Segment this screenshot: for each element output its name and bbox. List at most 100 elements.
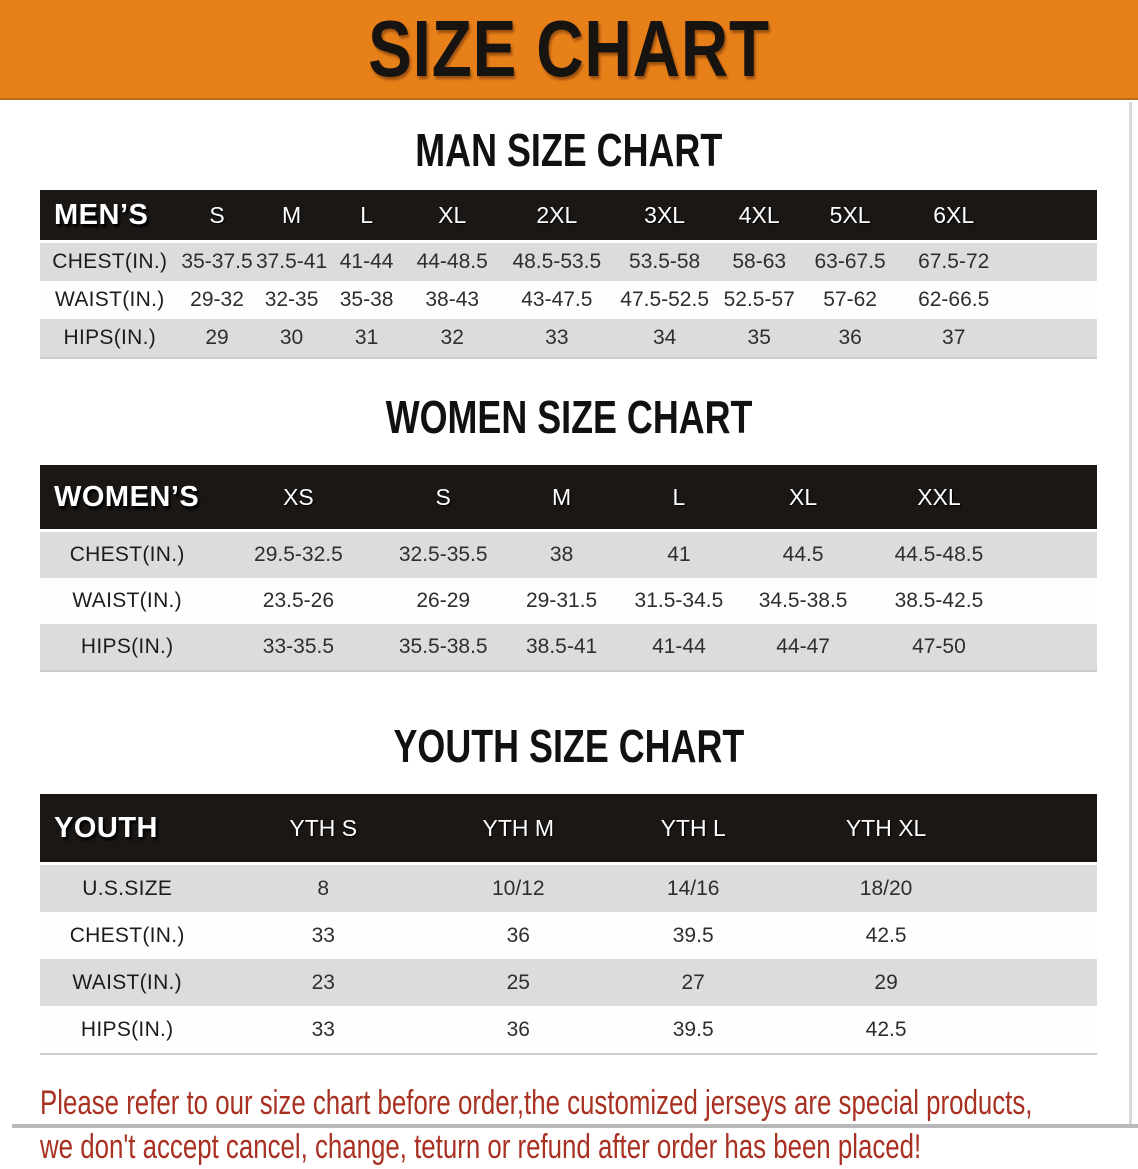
cell-value: 44-48.5 <box>416 250 488 273</box>
table-row: WAIST(IN.) 29-32 32-35 35-38 38-43 43-47.5 47.… <box>40 281 1097 319</box>
cell-value: 44-47 <box>738 624 868 672</box>
cell-value: 38.5-42.5 <box>894 589 984 612</box>
column-header: YTH L <box>604 794 782 865</box>
cell-value: 36 <box>506 923 530 947</box>
row-label: WAIST(IN.) <box>54 288 165 311</box>
cell-value: 44.5-48.5 <box>894 543 984 566</box>
cell-value: 29 <box>874 970 898 994</box>
table-corner-label: WOMEN’S <box>40 465 215 532</box>
cell-value: 47-50 <box>867 624 1011 672</box>
man-section-heading: MAN SIZE CHART <box>0 124 1138 176</box>
column-header: 4XL <box>715 190 804 243</box>
row-spacer <box>1010 319 1097 359</box>
row-spacer <box>990 912 1097 959</box>
table-row: WAIST(IN.) 23.5-26 26-29 29-31.5 31.5-34.5 34… <box>40 578 1097 624</box>
cell-value: 33 <box>214 1006 433 1055</box>
cell-value: 33-35.5 <box>214 624 383 672</box>
row-label: HIPS(IN.) <box>40 624 215 672</box>
cell-value: 39.5 <box>604 1006 782 1055</box>
row-label: HIPS(IN.) <box>40 1006 215 1055</box>
table-header-row: YOUTH YTH S YTH M YTH L YTH XL <box>40 794 1097 865</box>
cell-value: 44.5 <box>782 543 824 566</box>
cell-value: 34.5-38.5 <box>758 589 848 612</box>
cell-value: 23 <box>311 970 335 994</box>
row-spacer <box>1010 578 1097 624</box>
cell-value: 18/20 <box>859 876 913 900</box>
cell-value: 30 <box>254 319 329 359</box>
cell-value: 42.5 <box>781 1006 991 1055</box>
cell-value: 41 <box>667 543 691 566</box>
row-label: HIPS(IN.) <box>40 319 180 359</box>
cell-value: 43-47.5 <box>521 288 593 311</box>
header-spacer <box>1010 190 1097 243</box>
row-label: U.S.SIZE <box>82 876 173 900</box>
cell-value: 41-44 <box>619 624 739 672</box>
cell-value: 26-29 <box>416 589 471 612</box>
table-row: HIPS(IN.) 33 36 39.5 42.5 <box>40 1006 1097 1055</box>
cell-value: 35 <box>715 319 804 359</box>
table-row: HIPS(IN.) 33-35.5 35.5-38.5 38.5-41 41-44 44-… <box>40 624 1097 672</box>
cell-value: 32 <box>404 319 500 359</box>
cell-value: 36 <box>432 1006 605 1055</box>
row-label: WAIST(IN.) <box>72 589 182 612</box>
cell-value: 42.5 <box>865 923 907 947</box>
cell-value: 57-62 <box>823 288 877 311</box>
cell-value: 35.5-38.5 <box>382 624 504 672</box>
table-corner-label: MEN’S <box>40 190 180 243</box>
table-row: CHEST(IN.) 29.5-32.5 32.5-35.5 38 41 44.5 44.5… <box>40 530 1097 579</box>
cell-value: 38.5-41 <box>504 624 620 672</box>
women-section-heading-text: WOMEN SIZE CHART <box>385 391 753 443</box>
cell-value: 38 <box>549 543 574 566</box>
column-header: S <box>179 190 255 243</box>
page-right-edge-line <box>1129 102 1132 1128</box>
cell-value: 29 <box>179 319 255 359</box>
column-header: XL <box>404 190 500 243</box>
row-spacer <box>1010 242 1097 282</box>
size-chart-banner: SIZE CHART <box>0 0 1138 100</box>
cell-value: 35-37.5 <box>181 250 253 273</box>
row-spacer <box>990 959 1097 1006</box>
cell-value: 62-66.5 <box>918 288 990 311</box>
cell-value: 33 <box>311 923 335 947</box>
row-label: CHEST(IN.) <box>69 923 185 947</box>
cell-value: 38-43 <box>425 288 480 311</box>
cell-value: 53.5-58 <box>629 250 701 273</box>
cell-value: 14/16 <box>666 876 720 900</box>
cell-value: 29-32 <box>190 288 244 311</box>
cell-value: 29.5-32.5 <box>254 543 343 566</box>
cell-value: 36 <box>803 319 898 359</box>
row-spacer <box>1010 624 1097 672</box>
row-spacer <box>990 1006 1097 1055</box>
table-corner-label: YOUTH <box>40 794 215 865</box>
youth-section-heading-text: YOUTH SIZE CHART <box>393 720 745 772</box>
row-spacer <box>990 864 1097 913</box>
man-section-heading-text: MAN SIZE CHART <box>415 124 723 176</box>
column-header: YTH M <box>432 794 605 865</box>
women-size-table: WOMEN’S XS S M L XL XXL CHEST(IN.) 29.5-32.5 32.… <box>40 465 1097 672</box>
cell-value: 37.5-41 <box>255 250 328 273</box>
cell-value: 48.5-53.5 <box>512 250 602 273</box>
cell-value: 29-31.5 <box>525 589 598 612</box>
header-spacer <box>1010 465 1097 532</box>
column-header: XL <box>738 465 868 532</box>
header-spacer <box>990 794 1097 865</box>
cell-value: 37 <box>897 319 1011 359</box>
cell-value: 10/12 <box>491 876 545 900</box>
cell-value: 33 <box>499 319 614 359</box>
cell-value: 31.5-34.5 <box>634 589 724 612</box>
row-spacer <box>1010 531 1097 579</box>
column-header: XXL <box>867 465 1011 532</box>
cell-value: 58-63 <box>732 250 787 273</box>
cell-value: 41-44 <box>339 250 394 273</box>
cell-value: 39.5 <box>672 923 714 947</box>
banner-title: SIZE CHART <box>368 4 770 93</box>
cell-value: 47.5-52.5 <box>620 288 710 311</box>
column-header: M <box>254 190 329 243</box>
row-label: CHEST(IN.) <box>69 543 185 566</box>
table-row: HIPS(IN.) 29 30 31 32 33 34 35 36 37 <box>40 319 1097 359</box>
column-header: S <box>382 465 504 532</box>
cell-value: 25 <box>506 970 530 994</box>
cell-value: 32.5-35.5 <box>398 543 488 566</box>
cell-value: 27 <box>681 970 705 994</box>
column-header: 5XL <box>803 190 898 243</box>
